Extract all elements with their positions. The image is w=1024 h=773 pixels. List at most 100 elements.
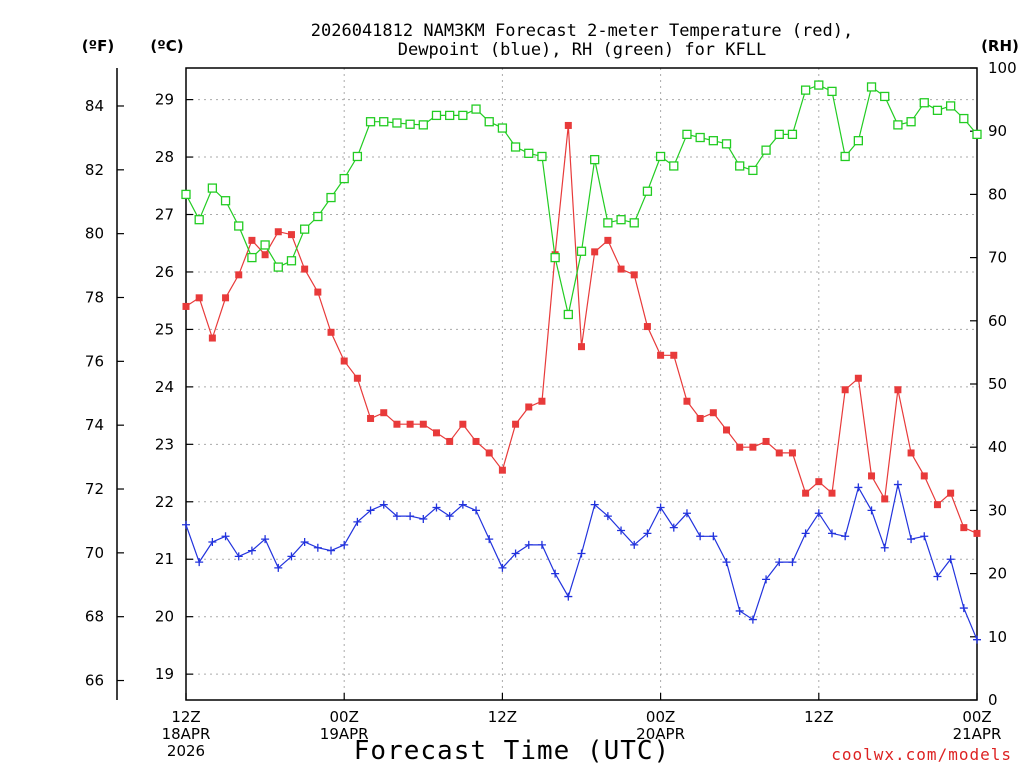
rh-tick-label: 10: [988, 628, 1007, 646]
temperature-point: [222, 294, 230, 302]
temperature-point: [881, 495, 889, 503]
temperature-point: [380, 409, 388, 417]
dewpoint-point: [775, 558, 784, 567]
x-tick-label: 20APR: [636, 725, 685, 743]
temperature-point: [657, 351, 665, 359]
temperature-point: [235, 271, 243, 279]
data-series: [181, 80, 982, 644]
dewpoint-point: [696, 532, 705, 541]
temperature-point: [248, 236, 256, 244]
temperature-point: [512, 420, 520, 428]
temperature-point: [459, 420, 467, 428]
temperature-point: [287, 231, 295, 239]
temperature-point: [446, 437, 454, 445]
rh-point: [800, 85, 811, 95]
rh-point: [721, 139, 732, 149]
dewpoint-point: [669, 523, 678, 532]
fahrenheit-tick-label: 74: [85, 416, 104, 434]
temperature-point: [749, 443, 757, 451]
temperature-point: [868, 472, 876, 480]
x-tick-label: 00Z: [962, 708, 991, 726]
series-dewpoint: [182, 480, 981, 644]
rh-point: [234, 221, 244, 231]
temperature-point: [683, 397, 691, 405]
fahrenheit-tick-label: 70: [85, 544, 104, 562]
dewpoint-point: [340, 540, 349, 549]
rh-point: [273, 262, 283, 272]
dewpoint-point: [406, 512, 415, 521]
dewpoint-point: [379, 500, 388, 509]
dewpoint-point: [827, 529, 836, 538]
dewpoint-point: [946, 555, 955, 564]
dewpoint-point: [261, 535, 270, 544]
celsius-tick-label: 22: [155, 493, 174, 511]
celsius-tick-label: 21: [155, 550, 174, 568]
rh-point: [379, 117, 389, 127]
dewpoint-point: [959, 604, 968, 613]
temperature-point: [854, 374, 862, 382]
temperature-point: [432, 429, 440, 437]
rh-point: [642, 186, 653, 196]
dewpoint-point: [221, 532, 230, 541]
temperature-point: [604, 236, 612, 244]
rh-tick-label: 0: [988, 691, 998, 709]
rh-point: [866, 82, 877, 92]
temperature-point: [736, 443, 744, 451]
rh-point: [339, 173, 349, 184]
rh-point: [497, 123, 508, 133]
temperature-point: [670, 351, 678, 359]
rh-point: [919, 98, 929, 108]
rh-tick-label: 80: [988, 185, 1007, 203]
rh-point: [563, 309, 573, 320]
dewpoint-point: [735, 606, 744, 615]
rh-point: [458, 110, 468, 121]
fahrenheit-tick-label: 72: [85, 480, 104, 498]
rh-point: [827, 86, 837, 97]
rh-point: [629, 218, 639, 228]
temperature-point: [498, 466, 506, 474]
fahrenheit-tick-label: 76: [85, 352, 104, 370]
dewpoint-point: [907, 535, 916, 544]
x-tick-label: 12Z: [804, 708, 833, 726]
dewpoint-point: [748, 615, 757, 624]
celsius-tick-label: 28: [155, 148, 174, 166]
temperature-point: [973, 529, 981, 537]
rh-point: [431, 110, 442, 121]
dewpoint-point: [537, 540, 546, 549]
dewpoint-point: [682, 509, 691, 518]
rh-point: [576, 246, 587, 256]
rh-point: [735, 161, 745, 171]
x-tick-label: 18APR: [162, 725, 211, 743]
temperature-point: [301, 265, 309, 273]
temperature-point: [564, 121, 572, 129]
dewpoint-point: [327, 546, 336, 555]
rh-point: [207, 183, 218, 193]
temperature-point: [340, 357, 348, 365]
dewpoint-point: [709, 532, 718, 541]
celsius-tick-label: 19: [155, 665, 174, 683]
temperature-point: [538, 397, 546, 405]
dewpoint-point: [722, 558, 731, 567]
dewpoint-point: [854, 483, 863, 492]
dewpoint-point: [801, 529, 810, 538]
credit-text: coolwx.com/models: [831, 745, 1012, 764]
rh-tick-label: 70: [988, 249, 1007, 267]
fahrenheit-unit-label: (ºF): [82, 37, 114, 55]
temperature-point: [419, 420, 427, 428]
rh-unit-label: (RH): [981, 37, 1019, 55]
celsius-tick-label: 23: [155, 435, 174, 453]
rh-point: [603, 218, 613, 228]
rh-point: [945, 101, 956, 111]
dewpoint-point: [617, 526, 626, 535]
dewpoint-point: [300, 538, 309, 546]
rh-point: [880, 91, 890, 102]
temperature-point: [472, 437, 480, 445]
series-rh: [181, 80, 982, 320]
dewpoint-point: [195, 558, 204, 567]
rh-point: [787, 129, 798, 140]
celsius-tick-label: 29: [155, 91, 174, 109]
fahrenheit-tick-label: 78: [85, 288, 104, 306]
series-temperature: [182, 121, 981, 537]
rh-point: [682, 129, 692, 140]
temperature-point: [314, 288, 322, 296]
